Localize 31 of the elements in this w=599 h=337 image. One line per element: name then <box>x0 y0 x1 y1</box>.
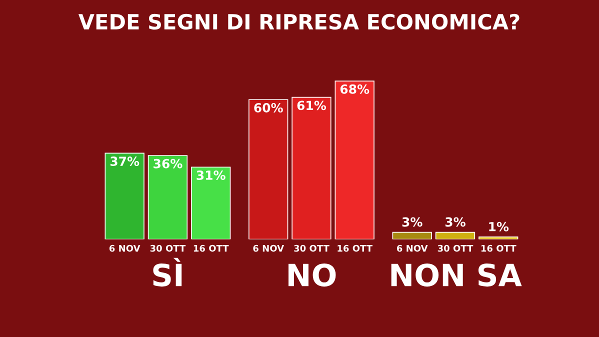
x-tick-label: NON SA <box>391 263 522 287</box>
series-label: 16 OTT <box>194 244 229 252</box>
data-label: 1% <box>489 222 509 232</box>
bar <box>248 99 288 240</box>
data-label: 3% <box>402 217 422 227</box>
bar <box>478 236 518 240</box>
text: 6 NOV <box>253 244 284 252</box>
bar <box>148 155 188 240</box>
data-label: 60% <box>254 103 283 112</box>
text: 16 OTT <box>481 244 516 252</box>
text: 30 OTT <box>438 244 474 252</box>
x-tick-label: NO <box>288 263 336 287</box>
data-label: 3% <box>445 217 466 227</box>
bar <box>104 152 144 240</box>
data-label: 61% <box>297 100 326 110</box>
bar <box>435 232 476 240</box>
text: 6 NOV <box>396 244 428 252</box>
series-label: 6 NOV <box>109 244 140 252</box>
bar <box>392 232 432 240</box>
bar <box>292 96 332 240</box>
data-label: 68% <box>340 84 370 94</box>
series-label: 30 OTT <box>150 244 186 252</box>
data-label: 37% <box>110 156 140 166</box>
text: 16 OTT <box>338 244 373 252</box>
bar <box>334 80 374 240</box>
text: 30 OTT <box>294 244 330 252</box>
data-label: 36% <box>154 158 182 168</box>
chart-title: VEDE SEGNI DI RIPRESA ECONOMICA? <box>78 14 520 30</box>
x-tick-label: SÌ <box>153 258 182 287</box>
data-label: 31% <box>196 170 226 180</box>
bar <box>191 166 231 240</box>
